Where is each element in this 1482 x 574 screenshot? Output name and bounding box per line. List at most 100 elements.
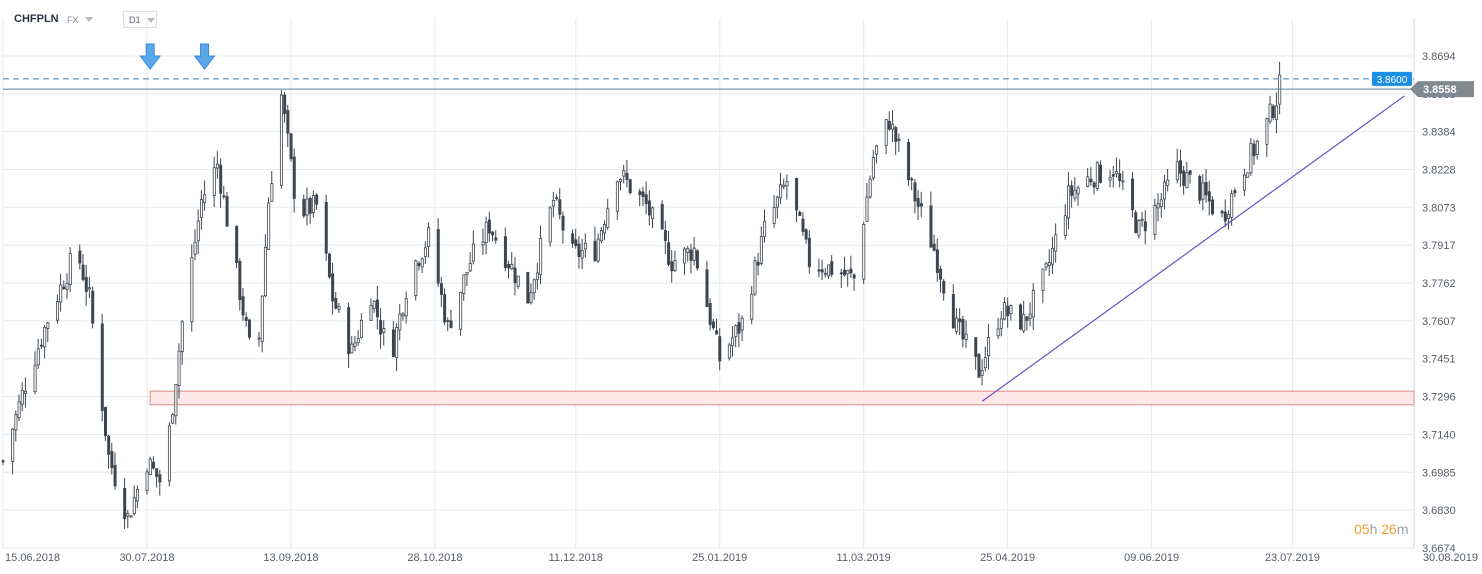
candle-body — [1006, 305, 1010, 317]
candle — [17, 394, 21, 422]
candle — [151, 456, 155, 470]
candle — [625, 160, 629, 188]
candle-body — [151, 461, 155, 469]
candle — [596, 233, 600, 264]
candle — [580, 238, 584, 270]
candle — [647, 190, 651, 226]
candle — [132, 485, 136, 516]
candle — [487, 211, 491, 242]
candle-body — [1143, 221, 1147, 232]
candle-body — [891, 123, 895, 130]
candle-body — [417, 263, 421, 267]
candle — [929, 191, 933, 248]
candle — [1159, 193, 1163, 218]
candle — [1220, 209, 1224, 218]
candle-body — [849, 268, 853, 274]
x-tick-label: 28.10.2018 — [407, 552, 462, 564]
candle-body — [148, 458, 152, 475]
candle — [347, 302, 351, 368]
candle — [417, 261, 421, 271]
candle-body — [1031, 289, 1035, 318]
candle-body — [884, 119, 888, 146]
candle-body — [177, 350, 181, 386]
candle-body — [737, 322, 741, 334]
candle-body — [622, 170, 626, 177]
candle — [513, 257, 517, 296]
candle-body — [510, 264, 514, 270]
candle-body — [375, 299, 379, 318]
candle-body — [647, 200, 651, 216]
candle-body — [775, 196, 779, 208]
x-tick-label: 30.07.2018 — [119, 552, 174, 564]
candle-body — [247, 319, 251, 338]
timeframe-dropdown[interactable]: D1 — [123, 11, 157, 28]
candle — [257, 332, 261, 347]
candle-body — [734, 325, 738, 337]
candle — [1246, 172, 1250, 178]
candle — [839, 268, 843, 289]
candle-body — [487, 219, 491, 234]
candle-body — [174, 384, 178, 417]
candle-body — [551, 200, 555, 207]
candle — [964, 320, 968, 348]
candle — [180, 320, 184, 365]
candle — [1185, 162, 1189, 189]
candle-body — [113, 465, 117, 487]
candle-body — [471, 243, 475, 262]
candle-body — [244, 316, 248, 321]
candle-body — [404, 298, 408, 317]
candle — [443, 288, 447, 326]
candle-body — [862, 224, 866, 280]
candle-body — [977, 354, 981, 378]
last-price-badge: 3.8558 — [1410, 81, 1474, 98]
candle-body — [427, 227, 431, 248]
candle-body — [1092, 182, 1096, 188]
candle-body — [356, 338, 360, 344]
candle-body — [660, 203, 664, 230]
candle-body — [555, 197, 559, 200]
candle — [84, 264, 88, 306]
candle — [286, 104, 290, 148]
candle — [555, 194, 559, 201]
trendline[interactable] — [981, 95, 1405, 402]
y-tick-label: 3.7607 — [1422, 316, 1456, 328]
candle-body — [539, 238, 543, 275]
candle — [961, 315, 965, 348]
candle — [897, 133, 901, 152]
candle — [260, 295, 264, 353]
candle-body — [1182, 170, 1186, 186]
candle — [1188, 170, 1192, 184]
candle — [683, 246, 687, 275]
y-tick-label: 3.7451 — [1422, 354, 1456, 366]
candle-body — [1089, 178, 1093, 183]
candle-body — [718, 336, 722, 362]
candle — [43, 325, 47, 359]
candle — [484, 216, 488, 255]
support-zone[interactable] — [149, 390, 1415, 406]
candle — [135, 485, 139, 509]
candle-body — [708, 303, 712, 325]
candle — [894, 125, 898, 155]
candle-body — [180, 321, 184, 353]
candle-body — [126, 513, 130, 517]
candle-body — [772, 207, 776, 224]
candle — [731, 326, 735, 357]
candle — [974, 337, 978, 371]
candle-body — [257, 337, 261, 340]
candle-body — [1153, 205, 1157, 235]
y-tick-label: 3.6674 — [1422, 543, 1456, 555]
candle — [219, 158, 223, 208]
candle-body — [535, 272, 539, 280]
chevron-down-icon[interactable] — [85, 17, 93, 22]
candle — [574, 228, 578, 249]
candle — [606, 198, 610, 231]
candle-body — [468, 262, 472, 272]
candle — [203, 180, 207, 211]
candle — [11, 428, 15, 475]
candle — [539, 225, 543, 285]
candle — [1070, 180, 1074, 208]
candle-body — [1201, 182, 1205, 200]
candle — [891, 110, 895, 143]
symbol-label[interactable]: CHFPLN — [14, 13, 59, 25]
